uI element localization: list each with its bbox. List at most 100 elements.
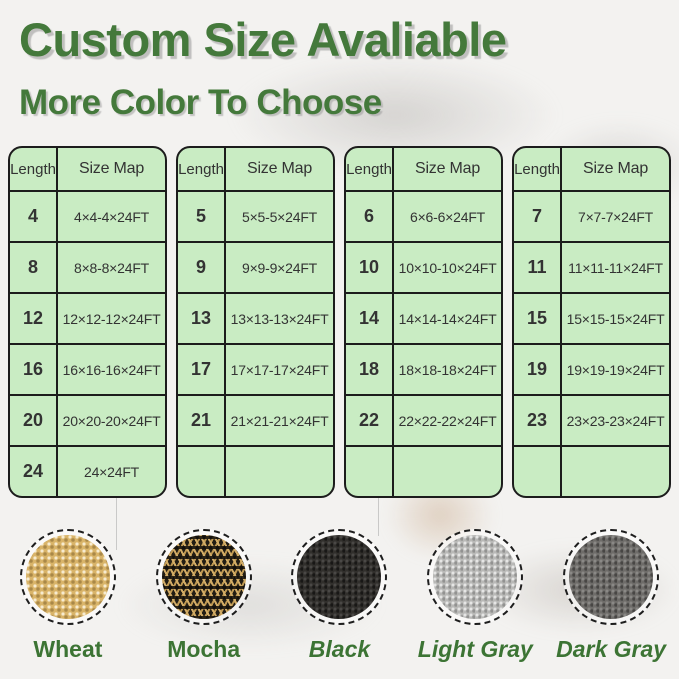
length-cell: 5 xyxy=(178,192,227,241)
table-row xyxy=(178,445,333,496)
swatch-circle xyxy=(563,529,660,625)
size-map-cell: 20×20-20×24FT xyxy=(62,412,161,429)
length-cell: 14 xyxy=(346,294,395,343)
size-table: Length Size Map 4 4×4-4×24FT 8 8×8-8×24FT 12 12… xyxy=(8,146,167,498)
swatch-circle xyxy=(427,529,524,625)
table-row xyxy=(346,445,501,496)
fabric-texture xyxy=(297,535,382,619)
length-cell: 15 xyxy=(514,294,563,343)
size-map-column-header: Size Map xyxy=(78,160,145,177)
table-row: 4 4×4-4×24FT xyxy=(10,190,165,241)
size-map-cell: 8×8-8×24FT xyxy=(73,259,150,276)
size-map-cell: 9×9-9×24FT xyxy=(241,259,318,276)
size-map-cell: 24×24FT xyxy=(84,463,140,480)
length-cell: 21 xyxy=(178,396,227,445)
length-cell: 23 xyxy=(514,396,563,445)
size-map-column-header: Size Map xyxy=(582,160,649,177)
size-map-cell xyxy=(394,447,501,496)
length-cell: 20 xyxy=(10,396,59,445)
size-map-cell xyxy=(562,447,669,496)
table-row: 13 13×13-13×24FT xyxy=(178,292,333,343)
swatch-light-gray: Light Gray xyxy=(407,529,543,663)
table-row: 23 23×23-23×24FT xyxy=(514,394,669,445)
length-cell xyxy=(178,447,227,496)
table-row: 8 8×8-8×24FT xyxy=(10,241,165,292)
size-map-cell: 7×7-7×24FT xyxy=(577,208,654,225)
length-cell: 8 xyxy=(10,243,59,292)
table-row: 11 11×11-11×24FT xyxy=(514,241,669,292)
length-cell xyxy=(514,447,563,496)
swatch-circle xyxy=(155,529,252,625)
table-row: 24 24×24FT xyxy=(10,445,165,496)
table-row: 22 22×22-22×24FT xyxy=(346,394,501,445)
swatch-mocha: Mocha xyxy=(136,529,272,663)
size-map-column-header: Size Map xyxy=(414,160,481,177)
length-cell: 22 xyxy=(346,396,395,445)
fabric-texture xyxy=(161,535,246,619)
swatch-black: Black xyxy=(272,529,408,663)
table-row: 21 21×21-21×24FT xyxy=(178,394,333,445)
size-map-cell: 6×6-6×24FT xyxy=(409,208,486,225)
size-map-cell: 15×15-15×24FT xyxy=(566,310,665,327)
color-swatches: Wheat Mocha Black Light Gray Dark Gray xyxy=(0,529,679,663)
size-map-cell: 10×10-10×24FT xyxy=(398,259,497,276)
size-map-cell: 22×22-22×24FT xyxy=(398,412,497,429)
size-map-cell: 13×13-13×24FT xyxy=(230,310,329,327)
length-cell: 13 xyxy=(178,294,227,343)
length-cell: 9 xyxy=(178,243,227,292)
table-row: 12 12×12-12×24FT xyxy=(10,292,165,343)
length-cell: 16 xyxy=(10,345,59,394)
swatch-circle xyxy=(291,529,388,625)
table-row xyxy=(514,445,669,496)
swatch-circle xyxy=(19,529,116,625)
length-cell: 18 xyxy=(346,345,395,394)
length-cell: 24 xyxy=(10,447,59,496)
table-row: 9 9×9-9×24FT xyxy=(178,241,333,292)
table-row: 7 7×7-7×24FT xyxy=(514,190,669,241)
page-subtitle: More Color To Choose xyxy=(19,83,382,122)
table-row: 20 20×20-20×24FT xyxy=(10,394,165,445)
table-row: 6 6×6-6×24FT xyxy=(346,190,501,241)
table-row: 15 15×15-15×24FT xyxy=(514,292,669,343)
table-row: 5 5×5-5×24FT xyxy=(178,190,333,241)
length-cell: 11 xyxy=(514,243,563,292)
table-row: 17 17×17-17×24FT xyxy=(178,343,333,394)
length-cell: 17 xyxy=(178,345,227,394)
size-table: Length Size Map 5 5×5-5×24FT 9 9×9-9×24FT 13 13… xyxy=(176,146,335,498)
table-row: 18 18×18-18×24FT xyxy=(346,343,501,394)
table-row: 19 19×19-19×24FT xyxy=(514,343,669,394)
size-map-cell: 11×11-11×24FT xyxy=(568,259,663,276)
size-map-cell: 17×17-17×24FT xyxy=(230,361,329,378)
size-map-cell: 4×4-4×24FT xyxy=(73,208,150,225)
swatch-label: Black xyxy=(308,636,371,662)
length-cell: 10 xyxy=(346,243,395,292)
size-table: Length Size Map 6 6×6-6×24FT 10 10×10-10×24FT… xyxy=(344,146,503,498)
length-cell: 7 xyxy=(514,192,563,241)
size-map-cell: 14×14-14×24FT xyxy=(398,310,497,327)
fabric-texture xyxy=(569,535,654,619)
swatch-label: Mocha xyxy=(167,636,241,662)
length-column-header: Length xyxy=(10,148,59,190)
length-cell: 6 xyxy=(346,192,395,241)
table-row: 14 14×14-14×24FT xyxy=(346,292,501,343)
size-map-cell: 16×16-16×24FT xyxy=(62,361,161,378)
size-map-cell: 21×21-21×24FT xyxy=(230,412,329,429)
size-map-cell: 18×18-18×24FT xyxy=(398,361,497,378)
size-map-cell: 5×5-5×24FT xyxy=(241,208,318,225)
size-map-cell: 23×23-23×24FT xyxy=(566,412,665,429)
length-cell xyxy=(346,447,395,496)
swatch-dark-gray: Dark Gray xyxy=(543,529,679,663)
length-column-header: Length xyxy=(514,148,563,190)
page-title: Custom Size Avaliable xyxy=(19,13,507,66)
table-row: 10 10×10-10×24FT xyxy=(346,241,501,292)
table-header-row: Length Size Map xyxy=(346,148,501,190)
length-cell: 12 xyxy=(10,294,59,343)
table-header-row: Length Size Map xyxy=(178,148,333,190)
size-map-column-header: Size Map xyxy=(246,160,313,177)
length-cell: 19 xyxy=(514,345,563,394)
size-table: Length Size Map 7 7×7-7×24FT 11 11×11-11×24FT… xyxy=(512,146,671,498)
swatch-label: Light Gray xyxy=(417,636,533,662)
table-row: 16 16×16-16×24FT xyxy=(10,343,165,394)
size-tables: Length Size Map 4 4×4-4×24FT 8 8×8-8×24FT 12 12… xyxy=(8,146,671,498)
size-map-cell: 19×19-19×24FT xyxy=(566,361,665,378)
